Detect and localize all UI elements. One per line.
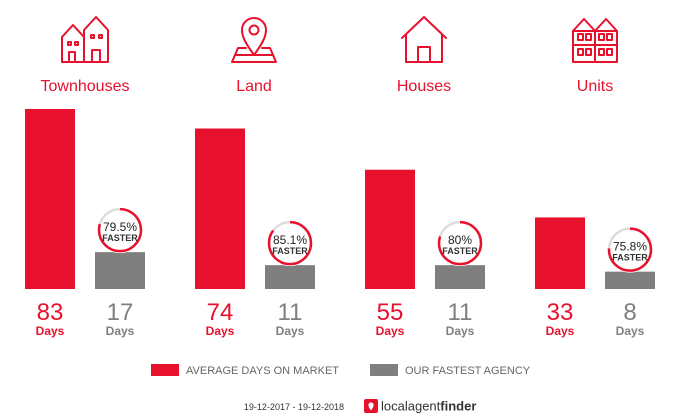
bar-fastest-townhouses — [95, 252, 145, 289]
badge-faster-houses: FASTER — [442, 246, 478, 256]
badge-bg-units — [607, 226, 653, 273]
bar-fastest-units — [605, 271, 655, 289]
unit-average-houses: Days — [376, 324, 405, 338]
value-fastest-land: 11 — [278, 299, 303, 326]
unit-average-land: Days — [206, 324, 235, 338]
value-average-townhouses: 83 — [37, 299, 64, 326]
bars-group — [25, 109, 655, 289]
brand-wordmark-part2: finder — [440, 399, 476, 414]
unit-fastest-houses: Days — [446, 324, 475, 338]
unit-fastest-townhouses: Days — [106, 324, 135, 338]
category-label-townhouses: Townhouses — [41, 78, 130, 95]
badge-percent-townhouses: 79.5% — [103, 220, 137, 234]
badge-faster-land: FASTER — [272, 246, 308, 256]
badge-faster-units: FASTER — [612, 253, 648, 263]
badge-bg-land — [267, 220, 313, 267]
value-fastest-units: 8 — [623, 299, 636, 326]
bar-average-houses — [365, 169, 415, 289]
legend-label-average: AVERAGE DAYS ON MARKET — [186, 365, 339, 377]
badge-progress-houses — [437, 220, 483, 266]
units-icon — [572, 18, 618, 63]
badge-land: 85.1%FASTER — [267, 220, 313, 267]
badge-percent-houses: 80% — [448, 233, 472, 247]
badge-progress-units — [607, 227, 653, 272]
badge-progress-townhouses — [97, 207, 143, 253]
badge-units: 75.8%FASTER — [607, 226, 653, 273]
brand-wordmark-part1: localagent — [381, 399, 441, 414]
value-fastest-houses: 11 — [448, 299, 473, 326]
bar-fastest-houses — [435, 265, 485, 289]
unit-average-units: Days — [546, 324, 575, 338]
category-label-land: Land — [236, 78, 272, 95]
badge-houses: 80%FASTER — [437, 220, 483, 267]
bar-fastest-land — [265, 265, 315, 289]
brand-logo-pin-tip — [368, 406, 374, 411]
badge-percent-land: 85.1% — [273, 233, 307, 247]
category-label-houses: Houses — [397, 78, 451, 95]
category-label-units: Units — [577, 78, 613, 95]
brand-logo: localagentfinder — [364, 399, 476, 414]
value-average-land: 74 — [207, 299, 234, 326]
bar-average-land — [195, 128, 245, 289]
badge-bg-houses — [437, 220, 483, 267]
legend-swatch-fastest — [370, 364, 398, 376]
badge-faster-townhouses: FASTER — [102, 233, 138, 243]
value-labels-group: 83Days17Days74Days11Days55Days11Days33Da… — [36, 299, 645, 338]
brand-logo-dot — [368, 402, 374, 408]
unit-fastest-units: Days — [616, 324, 645, 338]
badge-bg-townhouses — [97, 207, 143, 254]
footer-date-range: 19-12-2017 - 19-12-2018 — [244, 402, 344, 412]
value-average-units: 33 — [547, 299, 574, 326]
bar-average-townhouses — [25, 109, 75, 289]
house-icon — [401, 16, 447, 63]
legend-label-fastest: OUR FASTEST AGENCY — [405, 365, 531, 377]
legend-swatch-average — [151, 364, 179, 376]
unit-average-townhouses: Days — [36, 324, 65, 338]
value-fastest-townhouses: 17 — [107, 299, 134, 326]
badge-townhouses: 79.5%FASTER — [97, 207, 143, 254]
badge-percent-units: 75.8% — [613, 240, 647, 254]
unit-fastest-land: Days — [276, 324, 305, 338]
land-pin-icon — [231, 17, 277, 63]
badge-progress-land — [267, 220, 313, 266]
value-average-houses: 55 — [377, 299, 404, 326]
bar-average-units — [535, 217, 585, 289]
townhouses-icon — [61, 16, 109, 63]
brand-wordmark: localagentfinder — [381, 399, 476, 414]
